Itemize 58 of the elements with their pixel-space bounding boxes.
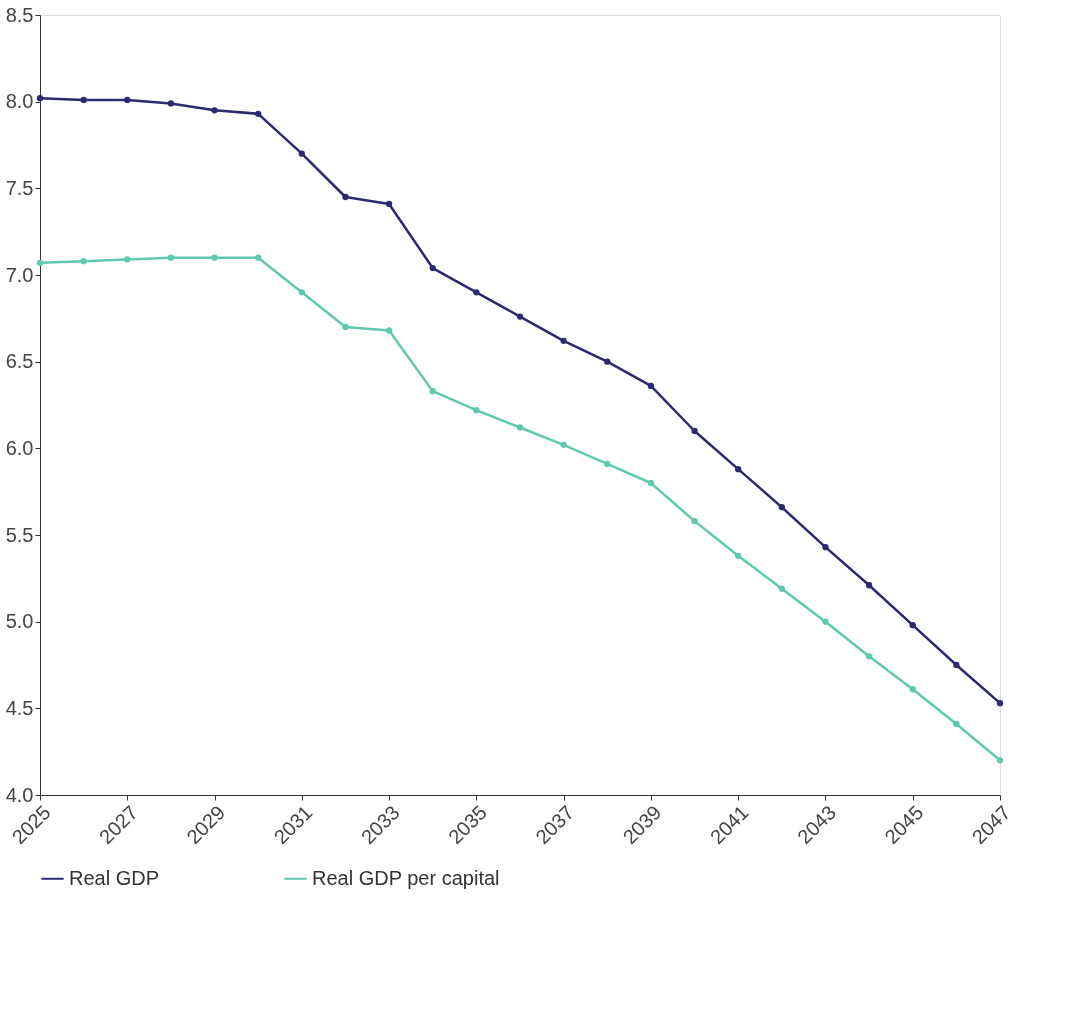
point: [211, 254, 218, 261]
point: [691, 427, 698, 435]
point: [604, 358, 611, 365]
point: [560, 337, 567, 345]
legend-label: Real GDP: [69, 866, 160, 889]
point: [36, 95, 44, 102]
y-tick-label: 4.0: [5, 783, 34, 806]
y-tick-label: 6.0: [5, 436, 34, 459]
y-tick-label: 7.0: [5, 263, 34, 286]
point: [429, 387, 436, 395]
y-tick-label: 4.5: [5, 696, 34, 719]
point: [735, 465, 742, 473]
point: [996, 699, 1004, 707]
point: [211, 107, 218, 114]
point: [255, 110, 262, 117]
y-tick-label: 5.0: [5, 610, 34, 633]
point: [822, 543, 829, 551]
point: [385, 200, 393, 208]
point: [996, 757, 1004, 764]
point: [604, 460, 611, 468]
point: [691, 517, 698, 525]
point: [865, 653, 873, 660]
point: [429, 264, 436, 272]
point: [298, 150, 305, 157]
point: [80, 257, 87, 265]
point: [953, 720, 960, 728]
point: [342, 193, 349, 201]
point: [778, 504, 785, 511]
point: [473, 289, 480, 296]
point: [516, 313, 524, 320]
y-tick-label: 8.5: [5, 3, 34, 26]
legend-label: Real GDP per capital: [312, 866, 500, 889]
point: [735, 552, 742, 559]
point: [516, 424, 524, 431]
point: [865, 582, 873, 589]
y-tick-label: 5.5: [5, 523, 34, 546]
point: [80, 96, 87, 104]
point: [909, 686, 916, 693]
point: [255, 254, 262, 261]
point: [385, 327, 393, 334]
point: [647, 382, 655, 390]
point: [167, 100, 175, 107]
point: [342, 323, 349, 331]
point: [822, 618, 829, 625]
y-tick-label: 7.5: [5, 176, 34, 199]
point: [298, 289, 305, 296]
point: [473, 407, 480, 414]
point: [909, 621, 916, 629]
point: [778, 585, 785, 592]
point: [124, 256, 131, 263]
point: [124, 96, 131, 104]
point: [647, 479, 655, 487]
point: [167, 254, 175, 261]
y-tick-label: 6.5: [5, 350, 34, 373]
point: [560, 441, 567, 449]
point: [953, 661, 960, 669]
point: [36, 259, 44, 267]
y-tick-label: 8.0: [5, 90, 34, 113]
